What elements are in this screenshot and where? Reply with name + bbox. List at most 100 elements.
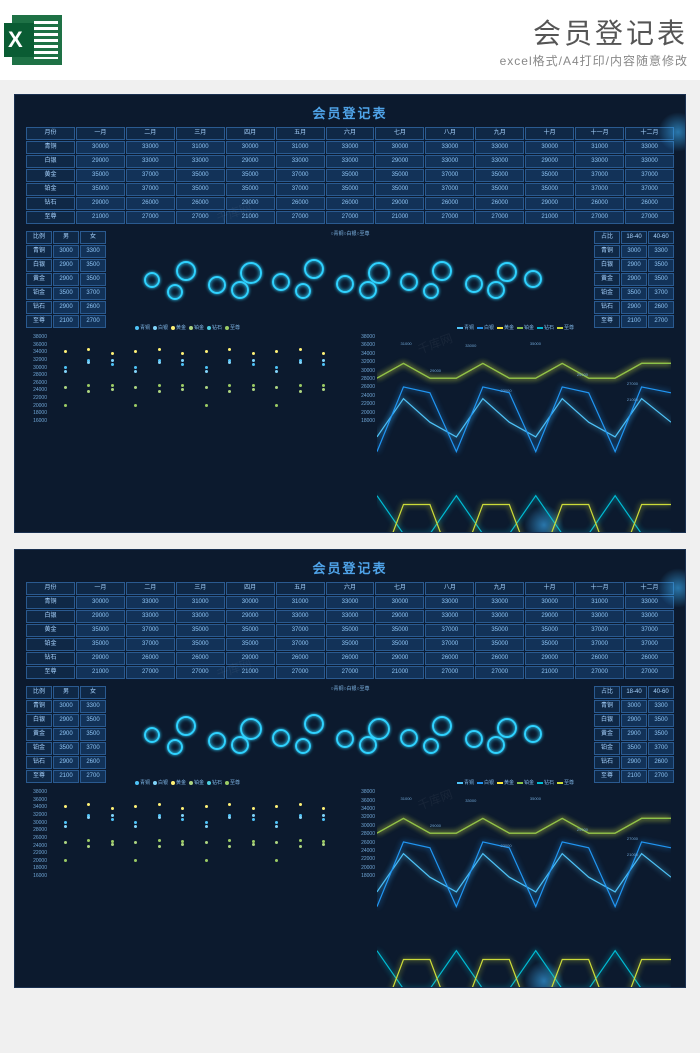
scatter-point xyxy=(205,821,208,824)
table-header: 五月 xyxy=(276,582,325,595)
table-row: 铂金35003700 xyxy=(26,742,106,755)
scatter-point xyxy=(252,388,255,391)
bubble xyxy=(295,283,311,299)
scatter-point xyxy=(322,840,325,843)
bubble xyxy=(524,725,542,743)
line-value-label: 29000 xyxy=(430,823,441,828)
bubble xyxy=(167,739,183,755)
scatter-point xyxy=(87,845,90,848)
bubble xyxy=(208,732,226,750)
table-row: 白银29000330003300029000330003300029000330… xyxy=(26,155,674,168)
scatter-point xyxy=(134,805,137,808)
table-header: 三月 xyxy=(176,582,225,595)
scatter-point xyxy=(64,366,67,369)
table-header: 十一月 xyxy=(575,582,624,595)
scatter-point xyxy=(275,825,278,828)
table-row: 黄金29003500 xyxy=(26,273,106,286)
table-header: 八月 xyxy=(425,582,474,595)
scatter-legend: 青铜白银黄金铂金钻石至尊 xyxy=(25,779,347,786)
scatter-point xyxy=(228,390,231,393)
table-row: 黄金35000370003500035000370003500035000370… xyxy=(26,169,674,182)
bubble xyxy=(465,275,483,293)
scatter-point xyxy=(64,386,67,389)
scatter-point xyxy=(252,363,255,366)
scatter-point xyxy=(181,352,184,355)
scatter-point xyxy=(87,839,90,842)
line-value-label: 31000 xyxy=(401,796,412,801)
scatter-point xyxy=(205,366,208,369)
age-table: 占比18-4040-60青铜30003300白银29003500黄金290035… xyxy=(593,685,675,784)
table-row: 钻石29000260002600029000260002600029000260… xyxy=(26,652,674,665)
line-value-label: 27000 xyxy=(627,836,638,841)
scatter-point xyxy=(64,805,67,808)
scatter-point xyxy=(87,816,90,819)
table-row: 黄金29003500 xyxy=(594,273,674,286)
scatter-point xyxy=(134,825,137,828)
dashboard-title: 会员登记表 xyxy=(25,558,675,577)
line-value-label: 23000 xyxy=(500,843,511,848)
bubble xyxy=(524,270,542,288)
table-row: 黄金29003500 xyxy=(26,728,106,741)
scatter-point xyxy=(134,366,137,369)
scatter-point xyxy=(322,384,325,387)
table-header: 一月 xyxy=(76,127,125,140)
scatter-point xyxy=(275,404,278,407)
scatter-point xyxy=(181,807,184,810)
table-header: 月份 xyxy=(26,582,75,595)
scatter-point xyxy=(322,843,325,846)
scatter-point xyxy=(252,843,255,846)
preview-area: 千库网千库网会员登记表月份一月二月三月四月五月六月七月八月九月十月十一月十二月青… xyxy=(0,80,700,1002)
ratio-table: 比例男女青铜30003300白银29003500黄金29003500铂金3500… xyxy=(25,230,107,329)
bubble xyxy=(304,714,324,734)
scatter-point xyxy=(111,818,114,821)
table-header: 十月 xyxy=(525,582,574,595)
bubble xyxy=(432,261,452,281)
bubble xyxy=(167,284,183,300)
scatter-point xyxy=(134,821,137,824)
line-value-label: 35000 xyxy=(530,796,541,801)
scatter-point xyxy=(228,839,231,842)
scatter-point xyxy=(205,386,208,389)
scatter-point xyxy=(87,384,90,387)
excel-icon-letter: X xyxy=(8,27,23,53)
scatter-point xyxy=(228,361,231,364)
scatter-point xyxy=(275,370,278,373)
scatter-legend: 青铜白银黄金铂金钻石至尊 xyxy=(25,324,347,331)
scatter-point xyxy=(111,388,114,391)
bubble xyxy=(497,262,517,282)
page-title: 会员登记表 xyxy=(74,12,688,52)
table-row: 至尊21000270002700021000270002700021000270… xyxy=(26,666,674,679)
line-value-label: 31000 xyxy=(401,341,412,346)
table-row: 白银29003500 xyxy=(594,259,674,272)
scatter-point xyxy=(275,841,278,844)
scatter-point xyxy=(205,370,208,373)
scatter-point xyxy=(158,390,161,393)
table-row: 青铜30003300 xyxy=(26,245,106,258)
bubble xyxy=(231,736,249,754)
bubble xyxy=(336,275,354,293)
bubble xyxy=(400,273,418,291)
scatter-point xyxy=(181,843,184,846)
scatter-point xyxy=(322,388,325,391)
scatter-point xyxy=(228,384,231,387)
dashboard-preview-2: 千库网千库网会员登记表月份一月二月三月四月五月六月七月八月九月十月十一月十二月青… xyxy=(14,549,686,988)
bubble xyxy=(304,259,324,279)
table-row: 青铜30000330003100030000310003300030000330… xyxy=(26,596,674,609)
table-header: 五月 xyxy=(276,127,325,140)
scatter-point xyxy=(322,363,325,366)
bubble xyxy=(208,276,226,294)
scatter-point xyxy=(205,805,208,808)
ratio-table: 比例男女青铜30003300白银29003500黄金29003500铂金3500… xyxy=(25,685,107,784)
scatter-point xyxy=(275,821,278,824)
table-header: 三月 xyxy=(176,127,225,140)
scatter-point xyxy=(275,805,278,808)
scatter-point xyxy=(181,388,184,391)
scatter-point xyxy=(252,352,255,355)
table-row: 白银29000330003300029000330003300029000330… xyxy=(26,610,674,623)
bubble xyxy=(359,736,377,754)
scatter-point xyxy=(322,818,325,821)
age-table: 占比18-4040-60青铜30003300白银29003500黄金290035… xyxy=(593,230,675,329)
line-value-label: 33000 xyxy=(465,798,476,803)
scatter-chart: 青铜白银黄金铂金钻石至尊3800036000340003200030000280… xyxy=(25,779,347,887)
scatter-point xyxy=(299,384,302,387)
